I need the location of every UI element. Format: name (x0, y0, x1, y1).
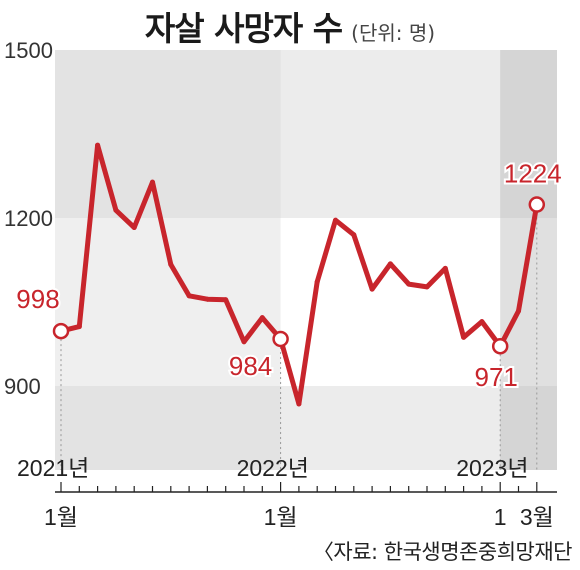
data-label: 984 (229, 351, 272, 381)
year-label: 2023년 (456, 455, 528, 481)
y-tick-label: 1500 (4, 38, 53, 63)
x-tick-label: 1 (494, 504, 507, 530)
highlight-point (491, 337, 509, 355)
data-point (314, 279, 320, 285)
data-label: 998 (16, 284, 59, 314)
data-point (387, 261, 393, 267)
data-point (351, 232, 357, 238)
data-point (442, 265, 448, 271)
data-point (95, 142, 101, 148)
chart-title: 자살 사망자 수 (144, 9, 343, 48)
data-point (333, 217, 338, 223)
highlight-point (272, 330, 289, 348)
x-tick-label: 1월 (44, 504, 78, 530)
y-tick-label: 1200 (4, 206, 53, 231)
data-point (241, 339, 247, 345)
data-point (461, 334, 467, 340)
year-label: 2021년 (17, 455, 89, 481)
highlight-point (52, 322, 70, 340)
data-label: 1224 (504, 159, 562, 189)
data-point (168, 261, 174, 267)
data-label: 971 (475, 362, 518, 392)
data-point (204, 296, 210, 302)
data-point (369, 286, 375, 292)
data-point (113, 207, 119, 213)
unit-label: (단위: 명) (351, 21, 436, 45)
data-point (516, 308, 521, 314)
chart-title-row: 자살 사망자 수 (단위: 명) (0, 2, 580, 50)
data-point (131, 225, 137, 231)
x-tick-label: 1월 (264, 504, 298, 530)
data-point (296, 401, 302, 407)
year-label: 2022년 (237, 455, 309, 481)
band-2022-top (280, 50, 501, 218)
highlight-point (528, 196, 546, 213)
x-tick-label: 3월 (520, 504, 554, 530)
band-2022-bottom (280, 386, 501, 470)
data-point (479, 319, 485, 325)
source-note: 〈자료: 한국생명존중희망재단 (312, 540, 573, 564)
data-point (259, 315, 265, 321)
data-point (406, 281, 412, 287)
data-point (76, 324, 82, 330)
data-point (150, 179, 155, 185)
band-2022-mid (280, 218, 501, 386)
data-point (424, 284, 430, 290)
data-point (186, 293, 192, 299)
y-tick-label: 900 (4, 374, 41, 399)
data-point (223, 297, 229, 303)
